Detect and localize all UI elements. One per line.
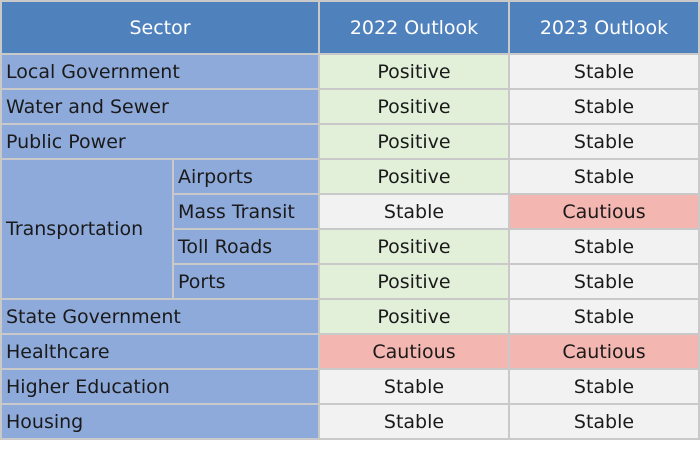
table-row: State Government Positive Stable [0,298,700,335]
table-row: Toll Roads Positive Stable [1,228,700,265]
sector-cell: Healthcare [0,333,320,370]
outlook-2023-cell: Cautious [508,333,700,370]
outlook-2023-cell: Stable [508,298,700,335]
outlook-2023-header: 2023 Outlook [508,0,700,55]
outlook-2022-cell: Positive [318,53,510,90]
subsector-cell: Ports [172,263,320,300]
table-row: Public Power Positive Stable [0,123,700,160]
table-row: Higher Education Stable Stable [0,368,700,405]
sector-cell: Housing [0,403,320,440]
table-row: Ports Positive Stable [1,263,700,300]
subsector-cell: Airports [172,158,320,195]
table-row: Transportation Airports Positive Stable [0,158,700,300]
outlook-2023-cell: Stable [508,158,700,195]
table-row: Local Government Positive Stable [0,53,700,90]
outlook-2023-cell: Stable [508,403,700,440]
sector-cell: Local Government [0,53,320,90]
sector-outlook-table: Sector 2022 Outlook 2023 Outlook Local G… [0,0,700,440]
sector-cell: Public Power [0,123,320,160]
outlook-2022-header: 2022 Outlook [318,0,510,55]
outlook-2023-cell: Stable [508,88,700,125]
outlook-2022-cell: Positive [318,298,510,335]
table-row: Housing Stable Stable [0,403,700,440]
outlook-2022-cell: Positive [318,263,510,300]
table-row: Water and Sewer Positive Stable [0,88,700,125]
outlook-2023-cell: Stable [508,228,700,265]
sector-cell: Higher Education [0,368,320,405]
outlook-2023-cell: Stable [508,263,700,300]
outlook-2023-cell: Stable [508,368,700,405]
header-row: Sector 2022 Outlook 2023 Outlook [0,0,700,55]
subsector-cell: Toll Roads [172,228,320,265]
outlook-2022-cell: Positive [318,123,510,160]
sector-cell: Water and Sewer [0,88,320,125]
outlook-2023-cell: Stable [508,53,700,90]
outlook-2022-cell: Stable [318,403,510,440]
outlook-2022-cell: Cautious [318,333,510,370]
subsector-cell: Mass Transit [172,193,320,230]
outlook-2022-cell: Stable [318,368,510,405]
outlook-2022-cell: Stable [318,193,510,230]
table-row: Mass Transit Stable Cautious [1,193,700,230]
outlook-2023-cell: Cautious [508,193,700,230]
outlook-2023-cell: Stable [508,123,700,160]
outlook-2022-cell: Positive [318,158,510,195]
sector-header: Sector [0,0,320,55]
sector-cell: Transportation [0,158,174,300]
outlook-2022-cell: Positive [318,228,510,265]
outlook-2022-cell: Positive [318,88,510,125]
sector-cell: State Government [0,298,320,335]
table-row: Healthcare Cautious Cautious [0,333,700,370]
